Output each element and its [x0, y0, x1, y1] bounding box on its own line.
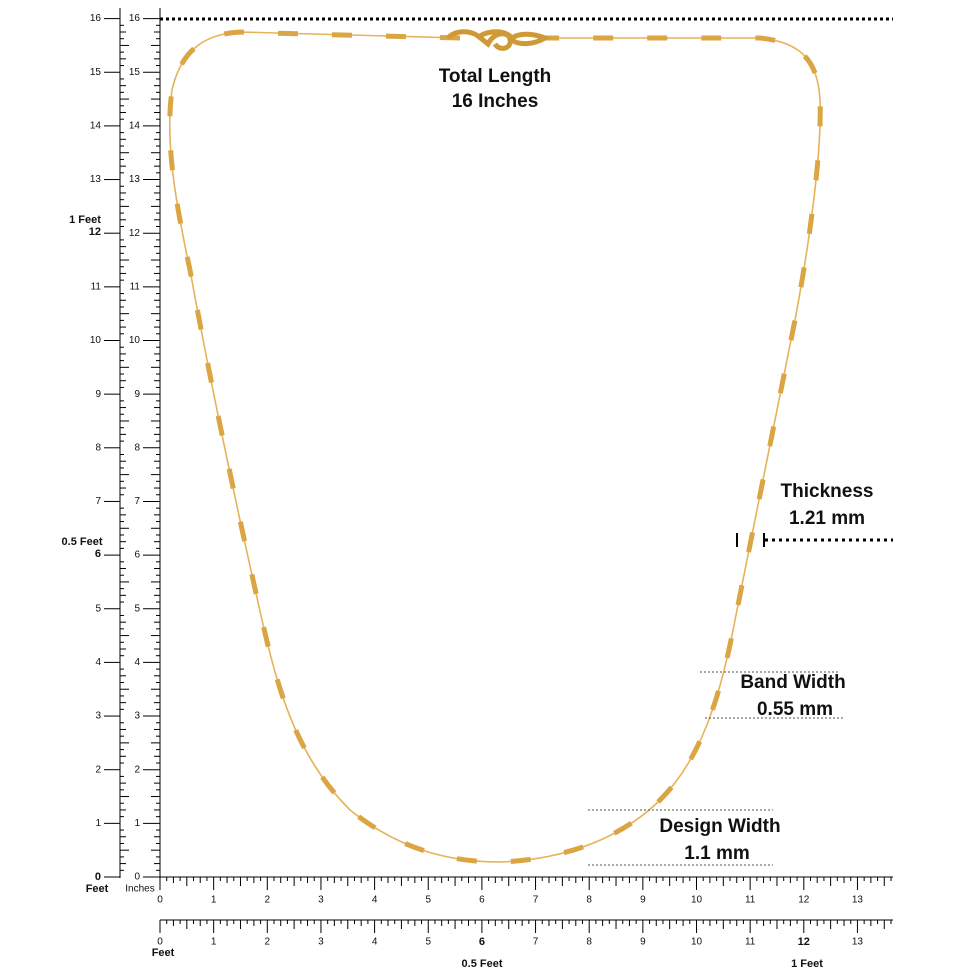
annotation-label: Thickness — [781, 481, 874, 502]
tick-label: 9 — [640, 937, 646, 948]
tick-label: 8 — [95, 442, 101, 453]
tick-label: 11 — [91, 281, 102, 292]
tick-label: 6 — [479, 936, 485, 948]
tick-label: 9 — [95, 389, 101, 400]
tick-label: 10 — [90, 335, 102, 346]
tick-label: 13 — [852, 937, 864, 948]
tick-label: 0 — [157, 937, 163, 948]
tick-label: 7 — [533, 937, 539, 948]
tick-label: 5 — [134, 603, 140, 614]
tick-label: 5 — [425, 937, 431, 948]
annotation-value: 1.1 mm — [684, 843, 749, 864]
tick-label: 7 — [95, 496, 101, 507]
tick-label: 6 — [479, 895, 485, 906]
tick-label: 15 — [90, 67, 102, 78]
annotation-label: Design Width — [659, 816, 780, 837]
tick-label: 12 — [798, 936, 810, 948]
tick-label: 0 — [134, 872, 140, 883]
tick-label: 5 — [425, 895, 431, 906]
tick-label: 1 — [211, 895, 217, 906]
tick-label: 1 — [211, 937, 217, 948]
tick-label: 15 — [129, 67, 141, 78]
tick-label: 1 — [134, 818, 140, 829]
tick-label: 12 — [798, 895, 810, 906]
tick-label: 13 — [90, 174, 102, 185]
annotation-value: 1.21 mm — [789, 508, 865, 529]
annotation-value: 0.55 mm — [757, 699, 833, 720]
ruler-label: Feet — [152, 947, 175, 959]
tick-label: 7 — [134, 496, 140, 507]
tick-label: 6 — [134, 550, 140, 561]
annotation-label: Band Width — [740, 672, 845, 693]
tick-label: 4 — [134, 657, 140, 668]
tick-label: 0 — [95, 871, 101, 883]
tick-label: 16 — [129, 13, 141, 24]
tick-label: 16 — [90, 13, 102, 24]
ruler-label: Feet — [86, 883, 109, 895]
tick-label: 8 — [134, 442, 140, 453]
ruler-label: 0.5 Feet — [62, 536, 103, 548]
tick-label: 10 — [129, 335, 141, 346]
ruler-label: 0.5 Feet — [462, 958, 503, 970]
ruler-label: 1 Feet — [69, 214, 101, 226]
necklace — [167, 29, 823, 865]
tick-label: 13 — [129, 174, 141, 185]
tick-label: 9 — [134, 389, 140, 400]
tick-label: 5 — [95, 603, 101, 614]
tick-label: 8 — [586, 895, 592, 906]
tick-label: 3 — [134, 711, 140, 722]
tick-label: 9 — [640, 895, 646, 906]
tick-label: 13 — [852, 895, 864, 906]
tick-label: 3 — [318, 895, 324, 906]
tick-label: 10 — [691, 895, 703, 906]
tick-label: 11 — [745, 895, 756, 906]
tick-label: 12 — [89, 226, 101, 238]
ruler-unit: Inches — [125, 884, 154, 895]
guides — [160, 17, 893, 866]
tick-label: 2 — [134, 764, 140, 775]
tick-label: 11 — [130, 281, 141, 292]
tick-label: 10 — [691, 937, 703, 948]
tick-label: 14 — [90, 121, 102, 132]
tick-label: 14 — [129, 121, 141, 132]
rulers: 0123456789101112131415160123456789101112… — [89, 8, 893, 948]
tick-label: 0 — [157, 895, 163, 906]
tick-label: 8 — [586, 937, 592, 948]
tick-label: 12 — [129, 228, 141, 239]
tick-label: 4 — [95, 657, 101, 668]
tick-label: 1 — [95, 818, 101, 829]
tick-label: 3 — [318, 937, 324, 948]
tick-label: 3 — [95, 711, 101, 722]
tick-label: 2 — [265, 937, 271, 948]
annotation-value: 16 Inches — [452, 91, 539, 112]
tick-label: 4 — [372, 937, 378, 948]
tick-label: 7 — [533, 895, 539, 906]
tick-label: 4 — [372, 895, 378, 906]
tick-label: 6 — [95, 548, 101, 560]
tick-label: 11 — [745, 937, 756, 948]
tick-label: 2 — [95, 764, 101, 775]
annotation-label: Total Length — [439, 66, 552, 87]
tick-label: 2 — [265, 895, 271, 906]
ruler-label: 1 Feet — [791, 958, 823, 970]
